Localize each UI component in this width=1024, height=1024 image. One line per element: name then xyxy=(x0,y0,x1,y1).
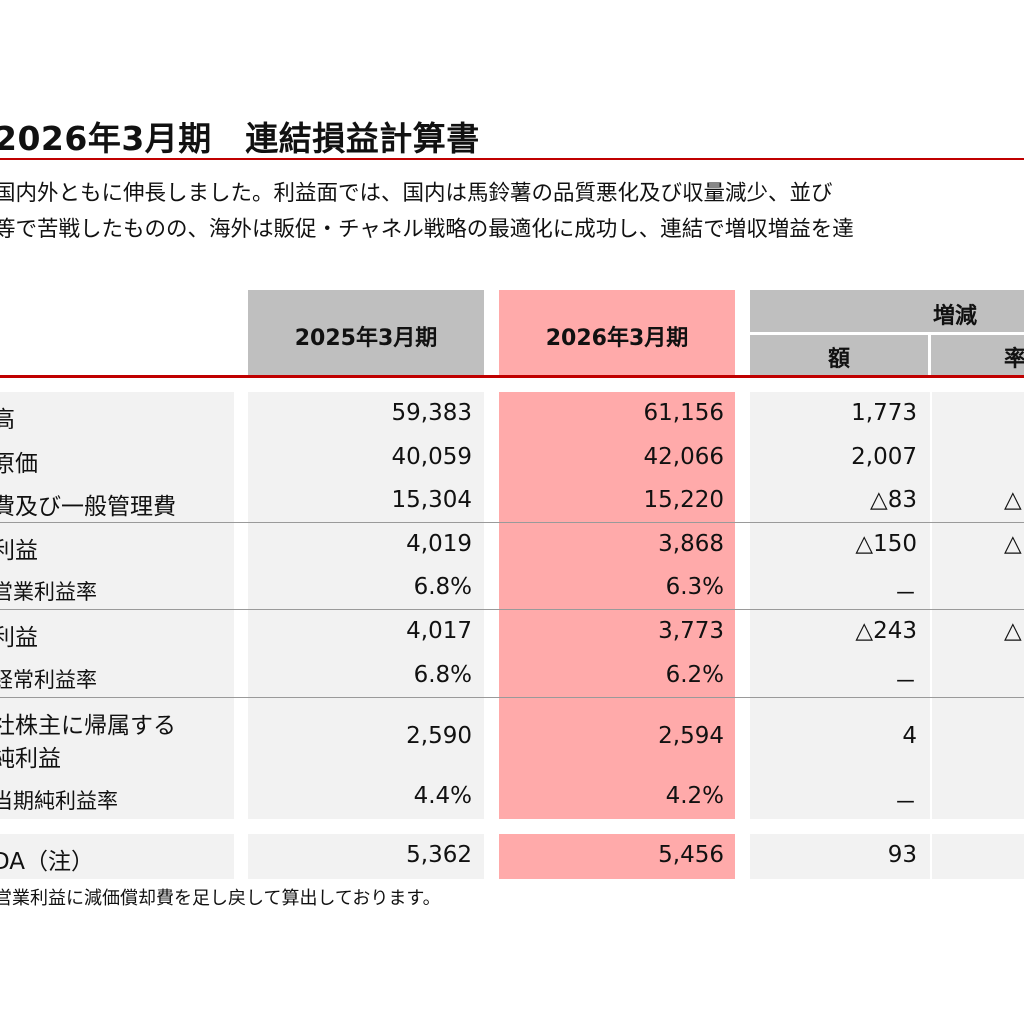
row-separator xyxy=(0,522,1024,523)
value-2025: 6.8% xyxy=(413,662,472,688)
value-2025: 5,362 xyxy=(406,842,472,868)
ebitda-rate-bg xyxy=(932,834,1024,879)
row-label: 高 xyxy=(0,407,15,433)
header-change-bg xyxy=(750,290,1024,332)
value-diff: 93 xyxy=(887,842,917,868)
value-2026: 5,456 xyxy=(658,842,724,868)
value-2026: 61,156 xyxy=(643,400,724,426)
header-2025: 2025年3月期 xyxy=(294,326,438,351)
row-separator xyxy=(0,697,1024,698)
value-2026: 6.2% xyxy=(665,662,724,688)
summary-line-2: 等で苦戦したものの、海外は販促・チャネル戦略の最適化に成功し、連結で増収増益を達 xyxy=(0,217,854,242)
value-2025: 2,590 xyxy=(406,723,472,749)
value-diff: △150 xyxy=(855,531,917,557)
value-diff: － xyxy=(894,790,917,816)
header-2025-bg xyxy=(248,290,484,375)
row-label: DA（注） xyxy=(0,849,95,875)
unit-label: （ xyxy=(1012,262,1024,291)
header-rate: 率 xyxy=(1004,347,1024,372)
value-2026: 3,868 xyxy=(658,531,724,557)
ebitda-2026-bg xyxy=(499,834,735,879)
row-label: 社株主に帰属する xyxy=(0,713,176,739)
header-underline xyxy=(0,375,1024,378)
row-label: 経常利益率 xyxy=(0,668,97,692)
ebitda-label-bg xyxy=(0,834,234,879)
value-diff: － xyxy=(894,581,917,607)
row-label: 利益 xyxy=(0,538,38,564)
col-rate-bg xyxy=(932,392,1024,819)
label-column-bg xyxy=(0,392,234,819)
value-diff: 4 xyxy=(902,723,917,749)
value-2026: 3,773 xyxy=(658,618,724,644)
page-title: 2026年3月期 連結損益計算書 xyxy=(0,119,480,158)
value-2025: 6.8% xyxy=(413,574,472,600)
value-2026: 4.2% xyxy=(665,783,724,809)
col-2026-bg xyxy=(499,392,735,819)
value-2025: 40,059 xyxy=(391,444,472,470)
header-rate-bg xyxy=(931,335,1024,375)
value-2025: 4,019 xyxy=(406,531,472,557)
value-diff: 1,773 xyxy=(851,400,917,426)
footnote: 営業利益に減価償却費を足し戻して算出しております。 xyxy=(0,888,441,909)
title-underline xyxy=(0,158,1024,160)
value-rate: △ xyxy=(1004,487,1022,513)
row-label-line-2: 純利益 xyxy=(0,746,61,772)
row-label: 費及び一般管理費 xyxy=(0,494,176,520)
value-2025: 4,017 xyxy=(406,618,472,644)
row-separator xyxy=(0,609,1024,610)
row-label: 当期純利益率 xyxy=(0,789,118,813)
col-2025-bg xyxy=(248,392,484,819)
row-label: 利益 xyxy=(0,625,38,651)
header-2026-bg xyxy=(499,290,735,375)
row-label: 営業利益率 xyxy=(0,580,97,604)
summary-line-1: 国内外ともに伸長しました。利益面では、国内は馬鈴薯の品質悪化及び収量減少、並び xyxy=(0,181,833,206)
value-diff: － xyxy=(894,669,917,695)
header-amount-bg xyxy=(750,335,928,375)
value-2026: 2,594 xyxy=(658,723,724,749)
value-rate: △ xyxy=(1004,531,1022,557)
value-2026: 42,066 xyxy=(643,444,724,470)
value-2025: 59,383 xyxy=(391,400,472,426)
value-2026: 6.3% xyxy=(665,574,724,600)
value-diff: △243 xyxy=(855,618,917,644)
header-2026: 2026年3月期 xyxy=(545,326,689,351)
value-diff: △83 xyxy=(870,487,917,513)
value-2025: 4.4% xyxy=(413,783,472,809)
ebitda-diff-bg xyxy=(750,834,930,879)
value-2025: 15,304 xyxy=(391,487,472,513)
row-label: 原価 xyxy=(0,451,38,477)
header-change: 増減 xyxy=(932,304,977,329)
col-diff-bg xyxy=(750,392,930,819)
value-diff: 2,007 xyxy=(851,444,917,470)
header-amount: 額 xyxy=(827,347,850,372)
value-rate: △ xyxy=(1004,618,1022,644)
value-2026: 15,220 xyxy=(643,487,724,513)
ebitda-2025-bg xyxy=(248,834,484,879)
